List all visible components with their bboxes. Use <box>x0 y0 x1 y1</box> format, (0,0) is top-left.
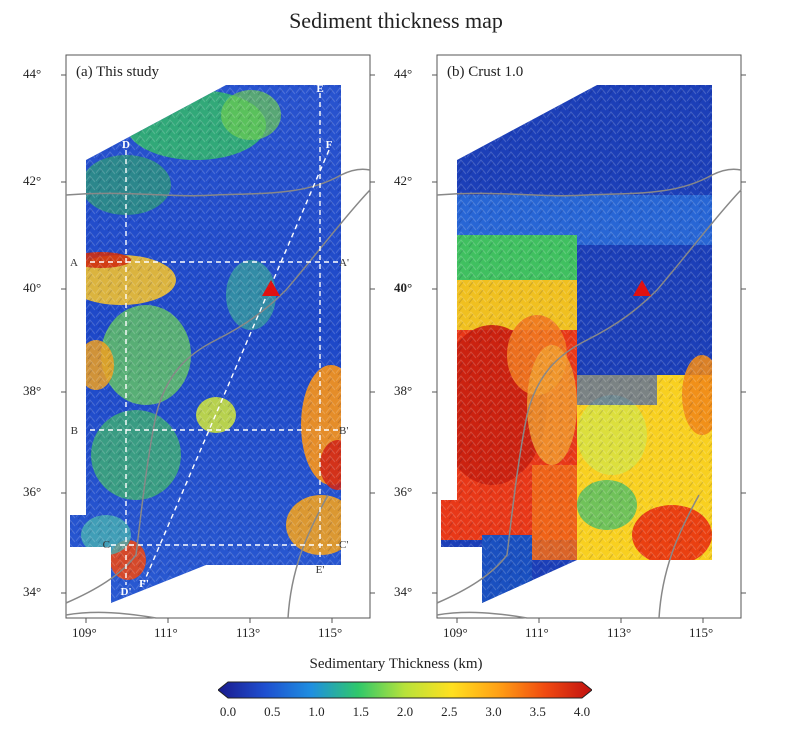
boundary-line <box>436 611 528 619</box>
lat-tick: 42° <box>394 173 413 188</box>
lon-tick: 113° <box>236 625 261 640</box>
panel-b-label: (b) Crust 1.0 <box>447 64 524 80</box>
colorbar-tick-label: 4.0 <box>573 704 591 719</box>
profile-label-a-end: A' <box>339 257 349 269</box>
panel-a-map: A A' B B' C C' D D' E E' F F' <box>61 54 375 623</box>
thickness-field-b <box>441 85 712 603</box>
lat-tick: 44° <box>23 66 42 81</box>
colorbar-tick-label: 2.5 <box>441 704 458 719</box>
station-marker-b <box>633 280 651 296</box>
colorbar-tick-label: 1.5 <box>352 704 369 719</box>
lat-tick: 38° <box>23 383 42 398</box>
lat-tick: 42° <box>23 173 42 188</box>
profile-lines <box>81 93 341 585</box>
profile-label-e: E <box>316 83 323 95</box>
boundary-line <box>436 189 742 604</box>
colorbar-tick-label: 0.5 <box>264 704 281 719</box>
profile-label-c-end: C' <box>339 539 348 551</box>
profile-f-line <box>143 149 330 583</box>
panel-b-map <box>432 54 746 623</box>
colorbar-tick-label: 3.0 <box>485 704 502 719</box>
panel-crust-1: (b) Crust 1.0 44° 42° 40° 38° 36° 34° 10… <box>394 54 746 640</box>
lon-tick: 109° <box>72 625 97 640</box>
colorbar-tick-label: 1.0 <box>308 704 325 719</box>
lat-tick: 44° <box>394 66 413 81</box>
colorbar-tick-label: 2.0 <box>396 704 414 719</box>
lat-tick: 34° <box>23 584 42 599</box>
colorbar-bar <box>218 681 592 699</box>
lon-tick: 113° <box>607 625 632 640</box>
thickness-field-a <box>70 85 341 603</box>
lat-tick: 38° <box>394 383 413 398</box>
panel-this-study: A A' B B' C C' D D' E E' F F' (a) This s… <box>23 54 375 640</box>
lat-tick: 40° <box>394 280 413 295</box>
lat-tick: 36° <box>394 484 413 499</box>
boundary-line <box>287 494 329 619</box>
profile-label-a: A <box>70 257 78 269</box>
profile-label-d: D <box>122 139 130 151</box>
lat-tick: 34° <box>394 584 413 599</box>
profile-label-e-end: E' <box>316 564 325 576</box>
boundary-line <box>436 168 742 197</box>
lon-tick: 115° <box>689 625 714 640</box>
panel-a-label: (a) This study <box>76 64 160 80</box>
map-title: Sediment thickness map <box>289 8 503 33</box>
colorbar <box>218 681 592 699</box>
profile-label-f: F <box>326 139 333 151</box>
profile-label-d-end: D' <box>121 586 132 598</box>
profile-label-b-end: B' <box>339 425 348 437</box>
lat-tick: 36° <box>23 484 42 499</box>
profile-label-b: B <box>71 425 78 437</box>
tick-marks-b <box>432 74 746 623</box>
lon-tick: 109° <box>443 625 468 640</box>
boundary-line <box>65 189 371 604</box>
boundary-line <box>65 611 157 619</box>
station-marker-a <box>262 280 280 296</box>
boundary-line <box>65 168 371 197</box>
profile-label-f-end: F' <box>139 578 149 590</box>
colorbar-tick-label: 0.0 <box>219 704 237 719</box>
tick-marks-a <box>61 74 375 623</box>
profile-label-c: C <box>103 539 110 551</box>
lon-tick: 111° <box>154 625 178 640</box>
colorbar-title: Sedimentary Thickness (km) <box>309 656 483 672</box>
boundary-line <box>658 494 700 619</box>
lat-tick: 40° <box>23 280 42 295</box>
lon-tick: 115° <box>318 625 343 640</box>
lon-tick: 111° <box>525 625 549 640</box>
colorbar-tick-label: 3.5 <box>529 704 546 719</box>
